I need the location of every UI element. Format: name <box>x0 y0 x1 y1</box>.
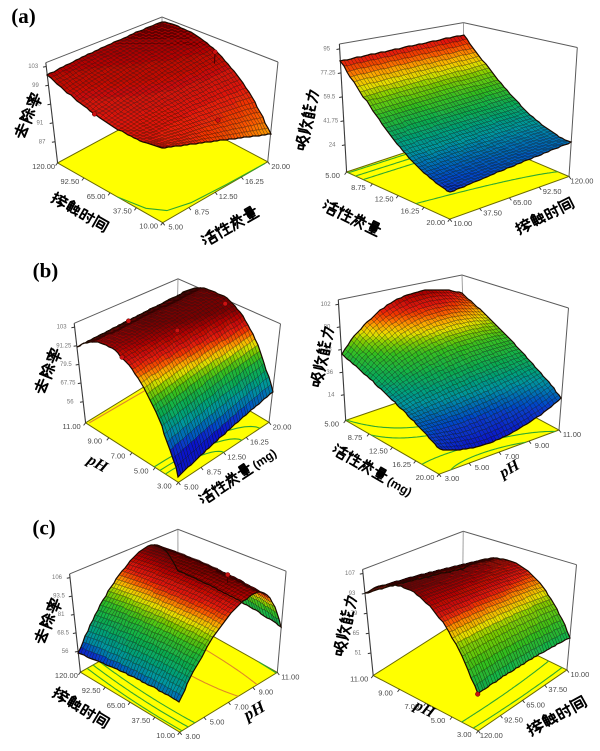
svg-text:20.00: 20.00 <box>273 422 292 431</box>
svg-text:93.5: 93.5 <box>53 594 65 600</box>
svg-text:51: 51 <box>355 651 362 657</box>
svg-text:11.00: 11.00 <box>62 422 80 431</box>
svg-text:3.00: 3.00 <box>185 732 200 741</box>
svg-text:5.00: 5.00 <box>324 419 339 428</box>
svg-text:5.00: 5.00 <box>475 463 490 472</box>
svg-text:24: 24 <box>329 142 336 148</box>
svg-text:91: 91 <box>37 120 44 126</box>
svg-text:12.50: 12.50 <box>227 452 246 461</box>
svg-text:37.50: 37.50 <box>548 685 567 694</box>
svg-text:91.25: 91.25 <box>56 343 72 349</box>
svg-text:65.00: 65.00 <box>87 192 106 201</box>
svg-text:95: 95 <box>323 46 330 52</box>
svg-text:3.00: 3.00 <box>457 730 472 739</box>
svg-text:106: 106 <box>52 575 63 581</box>
svg-text:16.25: 16.25 <box>245 177 264 186</box>
svg-text:10.00: 10.00 <box>571 670 590 679</box>
svg-text:103: 103 <box>28 64 39 70</box>
svg-text:65.00: 65.00 <box>107 701 126 710</box>
svg-text:37.50: 37.50 <box>483 208 502 217</box>
svg-text:92.50: 92.50 <box>82 686 101 695</box>
svg-text:58: 58 <box>325 347 332 353</box>
svg-text:79: 79 <box>351 611 358 617</box>
svg-text:5.00: 5.00 <box>431 716 446 725</box>
svg-text:65.00: 65.00 <box>513 198 532 207</box>
svg-text:92.50: 92.50 <box>543 187 562 196</box>
svg-text:12.50: 12.50 <box>369 446 388 455</box>
svg-text:120.00: 120.00 <box>480 731 503 740</box>
svg-text:5.00: 5.00 <box>184 482 199 491</box>
svg-text:92.50: 92.50 <box>504 716 523 725</box>
svg-text:7.00: 7.00 <box>505 452 520 461</box>
svg-text:37.50: 37.50 <box>132 716 151 725</box>
svg-text:16.25: 16.25 <box>401 206 420 215</box>
svg-text:7.00: 7.00 <box>234 702 249 711</box>
svg-text:3.00: 3.00 <box>445 474 460 483</box>
svg-text:56: 56 <box>62 649 69 655</box>
svg-text:9.00: 9.00 <box>259 687 274 696</box>
svg-text:7.00: 7.00 <box>111 452 126 461</box>
svg-text:11.00: 11.00 <box>563 430 581 439</box>
svg-text:16.25: 16.25 <box>250 437 269 446</box>
svg-text:56: 56 <box>67 399 74 405</box>
svg-text:9.00: 9.00 <box>87 437 102 446</box>
svg-text:65: 65 <box>353 631 360 637</box>
svg-text:5.00: 5.00 <box>325 171 340 180</box>
svg-text:77.25: 77.25 <box>320 70 336 76</box>
svg-text:9.00: 9.00 <box>535 441 550 450</box>
svg-text:12.50: 12.50 <box>219 192 238 201</box>
svg-text:120.00: 120.00 <box>32 162 55 171</box>
svg-text:36: 36 <box>326 370 333 376</box>
svg-text:79.5: 79.5 <box>60 362 72 368</box>
svg-text:10.00: 10.00 <box>453 219 472 228</box>
svg-text:8.75: 8.75 <box>351 183 366 192</box>
svg-text:81: 81 <box>58 612 65 618</box>
svg-text:14: 14 <box>328 392 335 398</box>
svg-text:107: 107 <box>345 571 356 577</box>
svg-text:20.00: 20.00 <box>426 218 445 227</box>
svg-text:12.50: 12.50 <box>375 195 394 204</box>
svg-text:67.75: 67.75 <box>60 381 76 387</box>
svg-text:120.00: 120.00 <box>571 176 594 185</box>
svg-text:5.00: 5.00 <box>168 223 183 232</box>
svg-text:16.25: 16.25 <box>392 460 411 469</box>
svg-text:87: 87 <box>39 139 46 145</box>
svg-text:103: 103 <box>57 325 68 331</box>
svg-text:93: 93 <box>349 591 356 597</box>
svg-text:8.75: 8.75 <box>348 433 363 442</box>
svg-text:20.00: 20.00 <box>416 473 435 482</box>
svg-text:11.00: 11.00 <box>350 674 368 683</box>
svg-text:20.00: 20.00 <box>271 162 290 171</box>
svg-text:95: 95 <box>34 102 41 108</box>
svg-text:11.00: 11.00 <box>281 672 299 681</box>
svg-text:9.00: 9.00 <box>378 688 393 697</box>
svg-text:37.50: 37.50 <box>113 207 132 216</box>
svg-text:(a): (a) <box>11 4 36 28</box>
svg-text:(c): (c) <box>32 515 55 539</box>
svg-text:59.5: 59.5 <box>324 94 336 100</box>
svg-text:68.5: 68.5 <box>57 630 69 636</box>
svg-text:92.50: 92.50 <box>61 177 80 186</box>
svg-text:(b): (b) <box>33 258 59 282</box>
svg-text:7.00: 7.00 <box>404 702 419 711</box>
svg-text:5.00: 5.00 <box>134 466 149 475</box>
svg-text:102: 102 <box>321 302 332 308</box>
svg-text:8.75: 8.75 <box>207 467 222 476</box>
svg-text:120.00: 120.00 <box>55 671 78 680</box>
svg-text:3.00: 3.00 <box>157 481 172 490</box>
svg-text:8.75: 8.75 <box>195 207 210 216</box>
svg-text:65.00: 65.00 <box>526 700 545 709</box>
svg-text:41.75: 41.75 <box>323 118 339 124</box>
svg-text:5.00: 5.00 <box>210 717 225 726</box>
svg-text:10.00: 10.00 <box>139 222 158 231</box>
svg-text:99: 99 <box>32 83 39 89</box>
svg-text:10.00: 10.00 <box>156 731 175 740</box>
